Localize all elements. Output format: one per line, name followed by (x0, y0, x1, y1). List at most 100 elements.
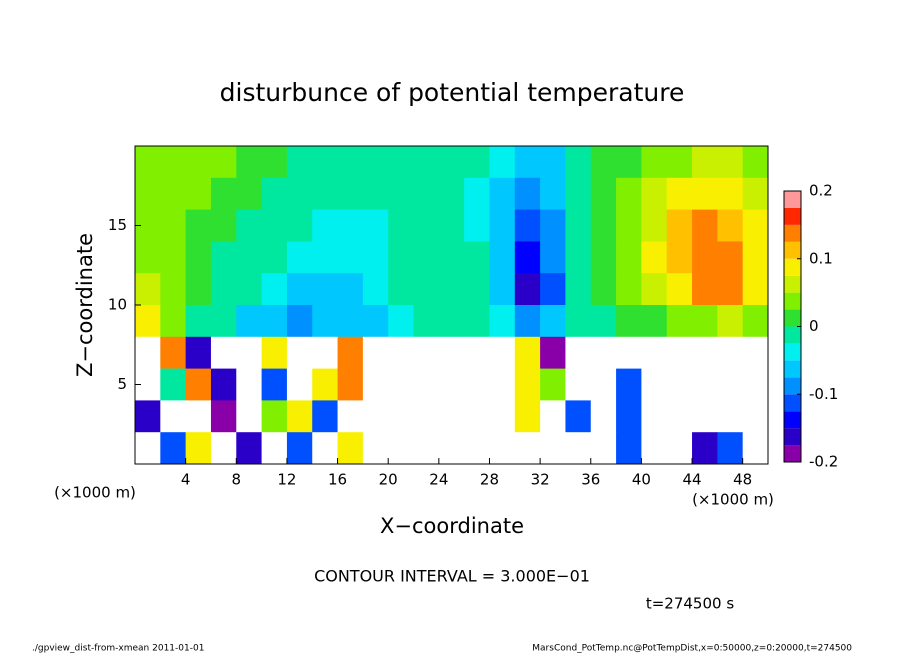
heat-cell (616, 209, 642, 242)
heat-cell (185, 400, 212, 433)
heat-cell (160, 273, 187, 306)
heat-cell (438, 177, 465, 211)
heat-cell (236, 368, 263, 401)
heat-cell (185, 209, 212, 242)
heat-cell (413, 273, 440, 306)
heat-cell (236, 400, 263, 433)
heat-cell (337, 146, 364, 179)
colorbar-bin (784, 309, 801, 327)
heat-cell (514, 209, 541, 242)
heat-cell (160, 400, 187, 433)
heat-cell (135, 177, 161, 211)
heat-cell (362, 146, 389, 179)
heat-cell (464, 400, 490, 433)
heat-cell (641, 336, 668, 370)
heat-cell (438, 209, 465, 242)
heat-cell (160, 305, 187, 338)
heat-cell (590, 432, 617, 465)
heat-cell (717, 241, 744, 274)
heat-cell (717, 432, 744, 465)
heat-cell (160, 432, 187, 465)
heat-cell (489, 336, 516, 370)
heat-cell (413, 209, 440, 242)
heat-cell (590, 241, 617, 274)
heat-cell (312, 241, 339, 274)
heat-cell (337, 305, 364, 338)
heat-cell (641, 146, 668, 179)
heat-cell (337, 336, 364, 370)
heat-cell (692, 146, 718, 179)
heat-cell (286, 146, 313, 179)
colorbar-bin (784, 445, 801, 462)
heat-cell (666, 177, 693, 211)
colorbar-bin (784, 326, 801, 344)
heat-cell (565, 273, 592, 306)
heat-cell (742, 273, 769, 306)
heat-cell (160, 209, 187, 242)
heat-cell (312, 336, 339, 370)
heat-cell (388, 273, 415, 306)
heat-cell (742, 336, 769, 370)
heat-cell (210, 273, 237, 306)
heat-cell (692, 273, 718, 306)
heat-cell (717, 209, 744, 242)
heat-cell (210, 305, 237, 338)
heat-cell (641, 305, 668, 338)
colorbar-bin (784, 411, 801, 429)
heat-cell (489, 400, 516, 433)
heat-cell (464, 241, 490, 274)
heat-cell (692, 432, 718, 465)
heat-cell (692, 368, 718, 401)
heat-cell (514, 336, 541, 370)
heat-cell (210, 368, 237, 401)
x-unit: (×1000 m) (54, 484, 136, 502)
heat-cell (286, 273, 313, 306)
heat-cell (514, 400, 541, 433)
heat-cell (312, 273, 339, 306)
heat-cell (388, 336, 415, 370)
heat-cell (261, 432, 288, 465)
heat-cell (388, 177, 415, 211)
heat-cell (438, 368, 465, 401)
heat-cell (717, 368, 744, 401)
heat-cell (362, 177, 389, 211)
heat-cell (464, 209, 490, 242)
heat-cell (362, 241, 389, 274)
heat-cell (413, 336, 440, 370)
heat-cell (337, 241, 364, 274)
heat-cell (692, 336, 718, 370)
heat-cell (590, 400, 617, 433)
heat-cell (261, 305, 288, 338)
heat-cell (742, 146, 769, 179)
heat-cell (717, 400, 744, 433)
heat-cell (742, 400, 769, 433)
heat-cell (362, 209, 389, 242)
heat-cell (210, 241, 237, 274)
heat-cell (413, 146, 440, 179)
colorbar-tick-label: 0 (809, 317, 819, 335)
heat-cell (312, 146, 339, 179)
heat-cell (413, 368, 440, 401)
heat-cell (160, 241, 187, 274)
heat-cell (236, 336, 263, 370)
heat-cell (565, 305, 592, 338)
heat-cell (692, 305, 718, 338)
heat-cell (261, 336, 288, 370)
heat-cell (717, 177, 744, 211)
heat-cell (565, 146, 592, 179)
heat-cell (286, 209, 313, 242)
heat-cell (717, 336, 744, 370)
heat-cell (590, 146, 617, 179)
x-tick-label: 44 (682, 471, 701, 489)
x-axis-label: X−coordinate (380, 514, 524, 538)
heat-cell (337, 177, 364, 211)
heat-cell (286, 432, 313, 465)
heat-cell (413, 241, 440, 274)
heat-cell (565, 400, 592, 433)
x-tick-label: 4 (181, 471, 191, 489)
heat-cell (540, 336, 566, 370)
heat-cell (388, 400, 415, 433)
heat-cell (135, 400, 161, 433)
heat-cell (362, 305, 389, 338)
heat-cell (666, 432, 693, 465)
